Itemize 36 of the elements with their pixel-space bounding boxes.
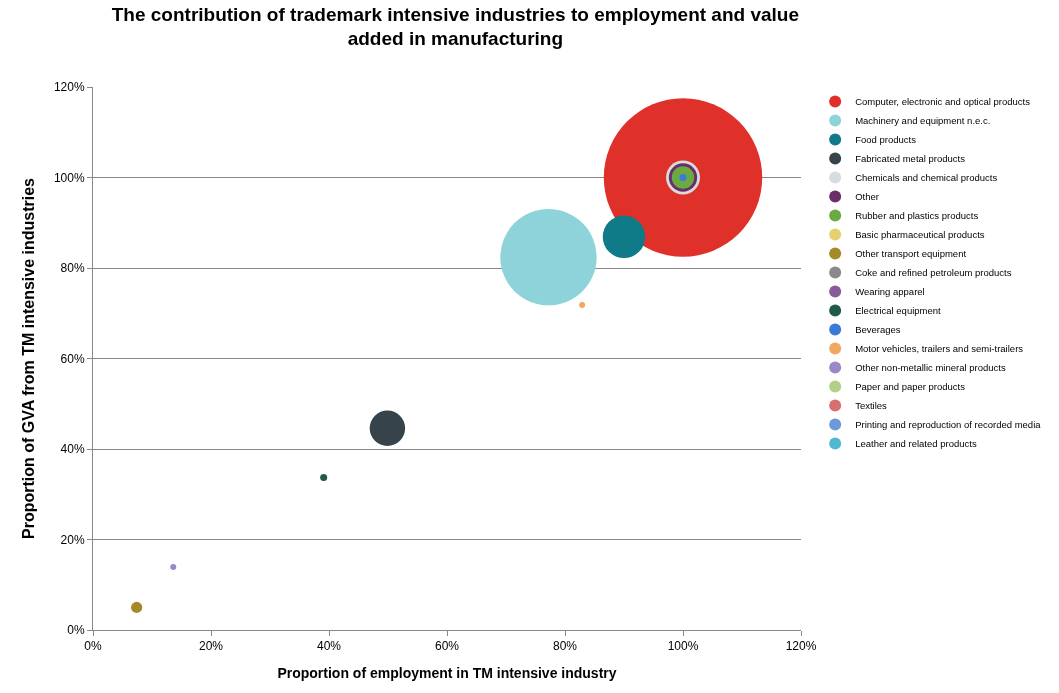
legend-label: Basic pharmaceutical products: [855, 229, 985, 241]
legend-label: Computer, electronic and optical products: [855, 96, 1031, 108]
x-tick-label: 80%: [552, 639, 578, 654]
legend-label: Wearing apparel: [855, 286, 925, 298]
x-tick-label: 20%: [198, 639, 224, 654]
y-tick-label: 100%: [53, 170, 85, 185]
y-axis-title: Proportion of GVA from TM intensive industries: [19, 177, 37, 539]
legend-label: Electrical equipment: [855, 305, 942, 317]
legend-label: Fabricated metal products: [855, 153, 966, 165]
legend-label: Printing and reproduction of recorded media: [855, 419, 1042, 431]
y-tick-label: 120%: [53, 80, 85, 95]
legend-label: Other transport equipment: [855, 248, 967, 260]
x-axis-title: Proportion of employment in TM intensive industry: [277, 664, 617, 681]
x-tick-label: 0%: [84, 639, 102, 654]
legend-label: Coke and refined petroleum products: [855, 267, 1012, 279]
x-tick-label: 60%: [434, 639, 460, 654]
x-tick-label: 40%: [316, 639, 342, 654]
legend-label: Food products: [855, 134, 917, 146]
y-tick-label: 80%: [60, 261, 85, 276]
legend-label: Motor vehicles, trailers and semi-trailers: [855, 343, 1024, 355]
legend-label: Paper and paper products: [855, 381, 966, 393]
legend-label: Leather and related products: [855, 438, 977, 450]
chart-title: The contribution of trademark intensive industries to employment and value added in manufacturing: [111, 3, 800, 50]
legend-label: Chemicals and chemical products: [855, 172, 998, 184]
legend-label: Other: [855, 191, 879, 203]
legend-label: Rubber and plastics products: [855, 210, 979, 222]
y-tick-label: 0%: [67, 623, 85, 638]
legend-label: Other non-metallic mineral products: [855, 362, 1006, 374]
y-tick-label: 60%: [60, 351, 85, 366]
x-tick-label: 120%: [785, 639, 817, 654]
x-tick-label: 100%: [667, 639, 699, 654]
y-tick-label: 20%: [60, 532, 85, 547]
y-tick-label: 40%: [60, 442, 85, 457]
legend-label: Beverages: [855, 324, 901, 336]
legend-label: Machinery and equipment n.e.c.: [855, 115, 991, 127]
legend-label: Textiles: [855, 400, 888, 412]
